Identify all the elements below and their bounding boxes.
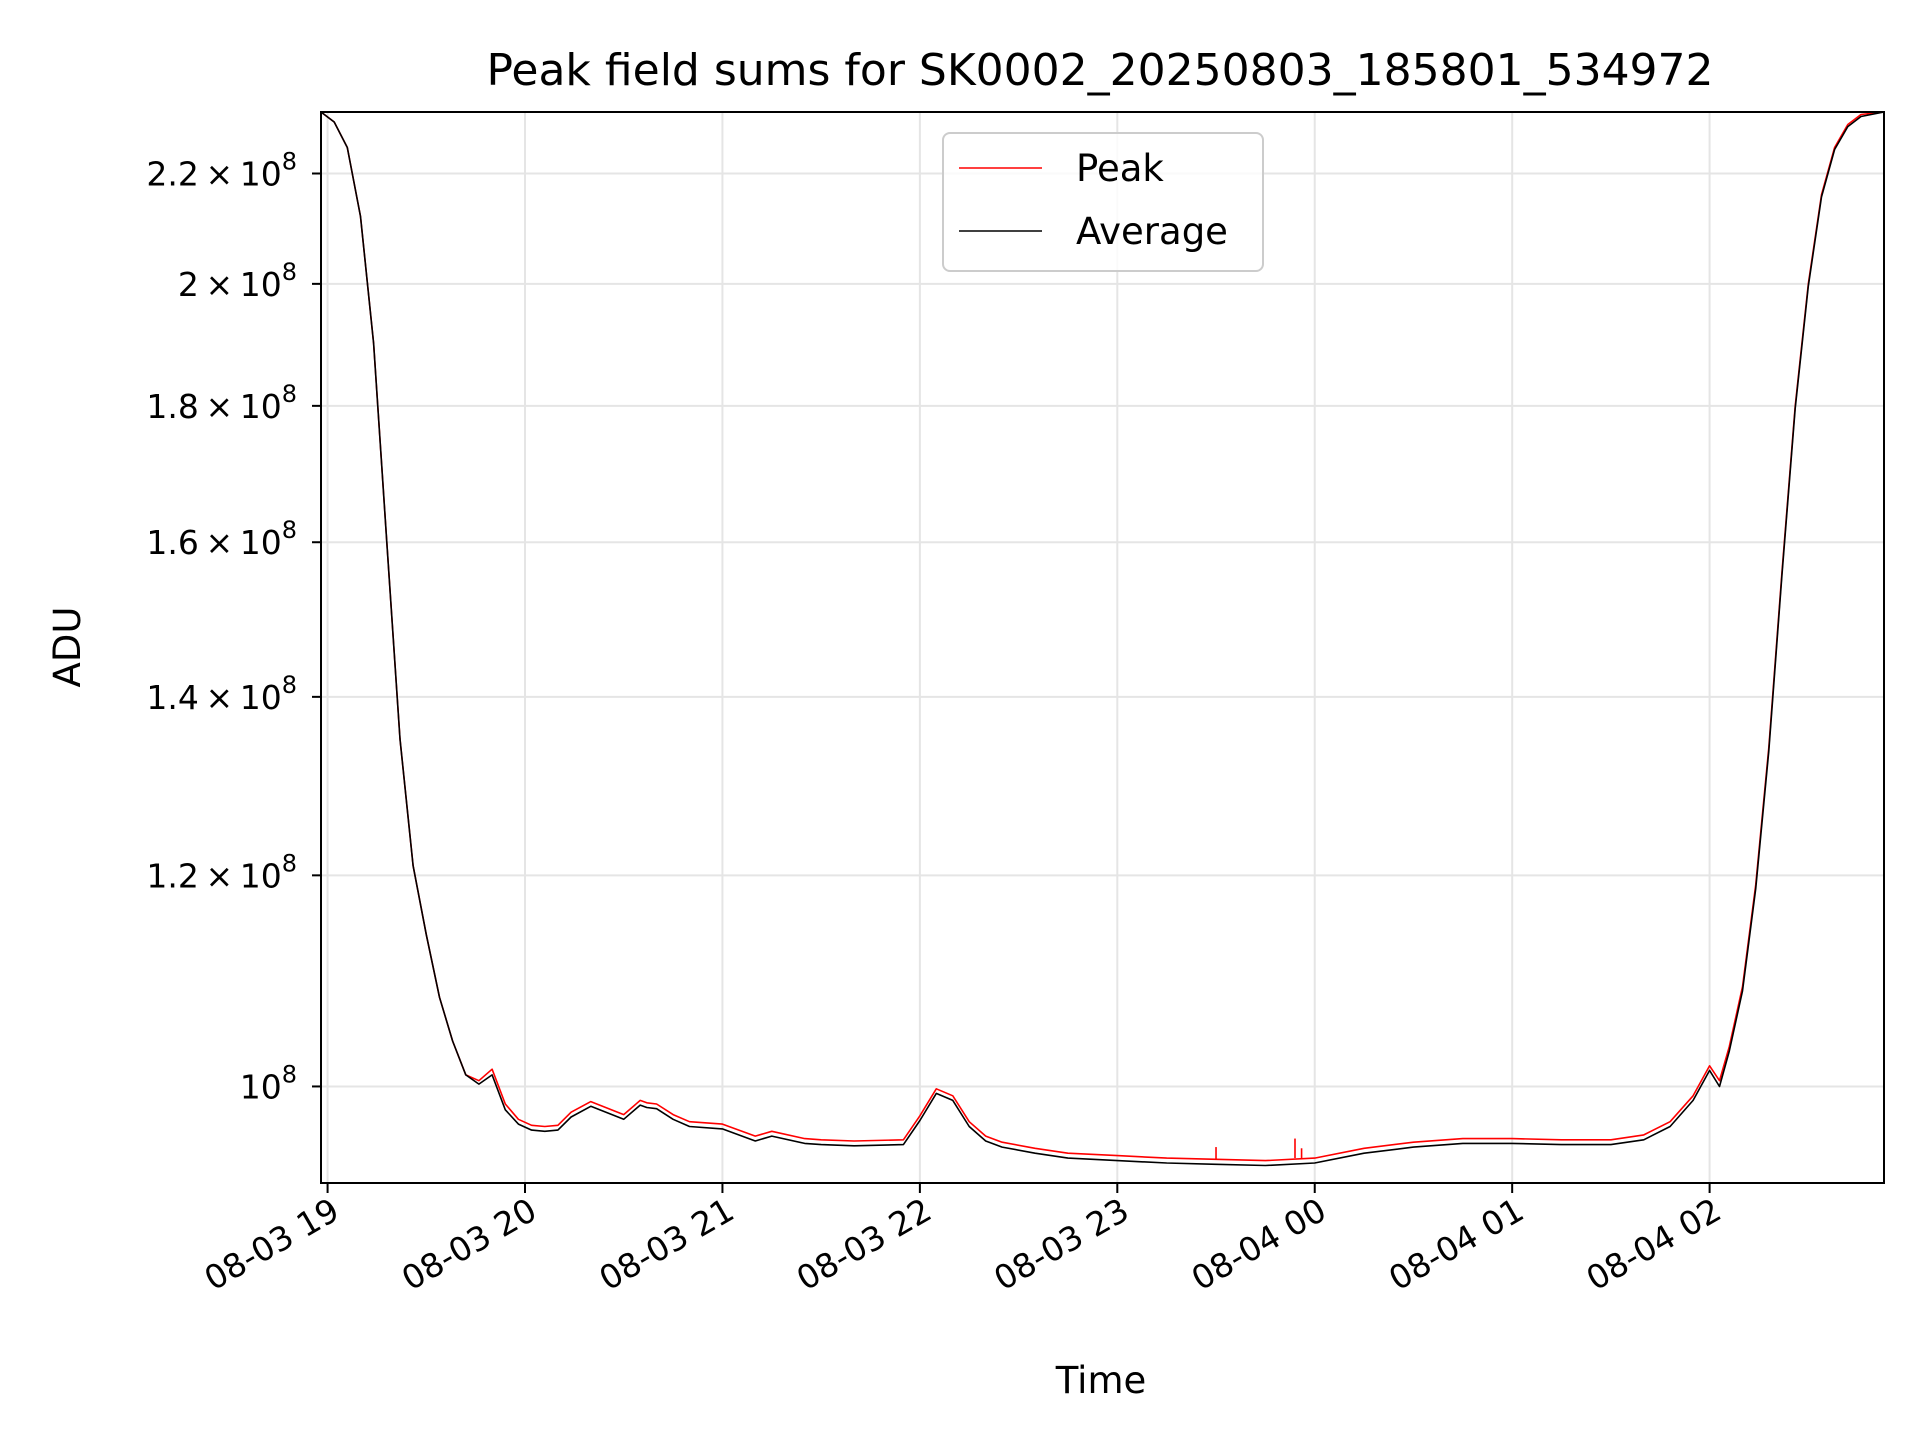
legend: Peak Average: [942, 132, 1264, 272]
series-line-peak: [320, 111, 1885, 1162]
y-tick-label: 1.8 × 108: [146, 380, 297, 426]
y-tick-label: 1.4 × 108: [146, 671, 297, 717]
plot-area: [320, 111, 1885, 1167]
grid: [321, 112, 1884, 1183]
y-tick-label: 2 × 108: [178, 258, 297, 304]
y-tick-label: 1.2 × 108: [146, 849, 297, 895]
y-tick-label: 2.2 × 108: [146, 147, 297, 193]
y-axis-label: ADU: [46, 607, 89, 688]
legend-label-average: Average: [1076, 210, 1228, 253]
axes-frame: [320, 111, 1885, 1184]
legend-label-peak: Peak: [1076, 147, 1164, 190]
x-axis-label: Time: [1055, 1359, 1147, 1402]
series-line-average: [320, 111, 1885, 1167]
y-tick-label: 1.6 × 108: [146, 516, 297, 562]
chart-title: Peak field sums for SK0002_20250803_1858…: [486, 45, 1713, 96]
